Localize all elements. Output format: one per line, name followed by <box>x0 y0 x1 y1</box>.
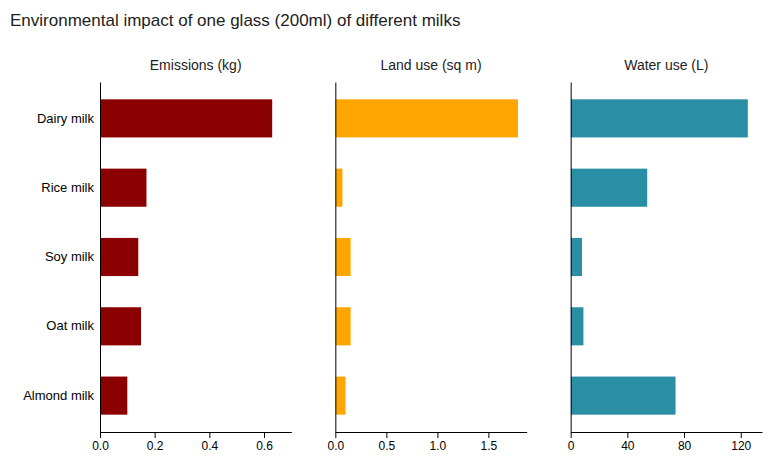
bar <box>335 169 342 207</box>
bar <box>100 238 138 276</box>
tick-mark <box>488 432 489 438</box>
bar <box>335 377 345 415</box>
bar <box>100 169 146 207</box>
tick-mark <box>155 432 156 438</box>
tick: 120 <box>731 432 751 453</box>
axis-line <box>571 83 572 433</box>
tick-label: Almond milk <box>23 388 94 403</box>
tick-mark <box>100 432 101 438</box>
title: Environmental impact of one glass (200ml… <box>10 11 460 30</box>
x-axis: 0.0 0.5 1.0 1.5 <box>327 432 527 453</box>
tick: 1.0 <box>430 432 447 453</box>
tick-mark <box>386 432 387 438</box>
bar <box>335 307 350 345</box>
axis-line <box>336 432 527 433</box>
tick-mark <box>684 432 685 438</box>
tick-label: Oat milk <box>46 318 94 333</box>
category-tick: Almond milk <box>23 388 94 403</box>
bar <box>571 377 676 415</box>
bar <box>100 307 141 345</box>
tick-mark <box>264 432 265 438</box>
tick: 80 <box>678 432 692 453</box>
tick-label: 0.0 <box>327 439 344 453</box>
tick: 0 <box>568 432 575 453</box>
x-axis: 0 40 80 120 <box>568 432 763 453</box>
category-tick: Dairy milk <box>37 111 95 126</box>
tick-mark <box>741 432 742 438</box>
panel-title: Land use (sq m) <box>380 57 481 73</box>
tick: 1.5 <box>481 432 498 453</box>
bar <box>571 99 748 137</box>
y-axis <box>335 83 336 433</box>
panel: 0 40 80 120 Water use (L) <box>568 57 763 453</box>
panel-title: Emissions (kg) <box>150 57 242 73</box>
tick: 0.6 <box>256 432 273 453</box>
category-tick: Rice milk <box>41 180 94 195</box>
bars <box>100 99 272 414</box>
axis-line <box>101 432 292 433</box>
tick-label: 1.0 <box>430 439 447 453</box>
y-axis: Dairy milk Rice milk Soy milk Oat milk Almon… <box>23 83 100 433</box>
bar <box>571 169 648 207</box>
tick-label: 120 <box>731 439 751 453</box>
bar <box>571 307 584 345</box>
tick: 0.0 <box>92 432 109 453</box>
tick-label: 40 <box>621 439 635 453</box>
bar <box>100 99 272 137</box>
tick-label: 0 <box>568 439 575 453</box>
chart: Environmental impact of one glass (200ml… <box>0 0 780 470</box>
panel: 0.0 0.5 1.0 1.5 Land use (sq m) <box>327 57 527 453</box>
tick-label: Soy milk <box>45 249 95 264</box>
tick: 0.2 <box>147 432 164 453</box>
tick-mark <box>209 432 210 438</box>
panel: 0.0 0.2 0.4 0.6 Dairy milk Rice milk Soy milk O… <box>23 57 292 453</box>
tick-label: 0.0 <box>92 439 109 453</box>
y-axis <box>571 83 572 433</box>
tick-mark <box>437 432 438 438</box>
tick: 0.0 <box>327 432 344 453</box>
tick-label: 1.5 <box>481 439 498 453</box>
bar <box>335 238 350 276</box>
tick-label: 80 <box>678 439 692 453</box>
x-axis: 0.0 0.2 0.4 0.6 <box>92 432 292 453</box>
tick-mark <box>335 432 336 438</box>
tick-label: Rice milk <box>41 180 94 195</box>
tick-label: 0.6 <box>256 439 273 453</box>
category-tick: Soy milk <box>45 249 95 264</box>
tick: 0.4 <box>201 432 218 453</box>
bars <box>335 99 518 414</box>
axis-line <box>100 83 101 433</box>
tick: 0.5 <box>379 432 396 453</box>
tick-label: Dairy milk <box>37 111 95 126</box>
bar <box>100 377 127 415</box>
panel-title: Water use (L) <box>624 57 708 73</box>
axis-line <box>571 432 762 433</box>
bar <box>571 238 582 276</box>
axis-line <box>335 83 336 433</box>
tick: 40 <box>621 432 635 453</box>
tick-mark <box>627 432 628 438</box>
bar <box>335 99 518 137</box>
category-tick: Oat milk <box>46 318 94 333</box>
tick-mark <box>571 432 572 438</box>
tick-label: 0.2 <box>147 439 164 453</box>
bars <box>571 99 748 414</box>
tick-label: 0.4 <box>201 439 218 453</box>
tick-label: 0.5 <box>379 439 396 453</box>
